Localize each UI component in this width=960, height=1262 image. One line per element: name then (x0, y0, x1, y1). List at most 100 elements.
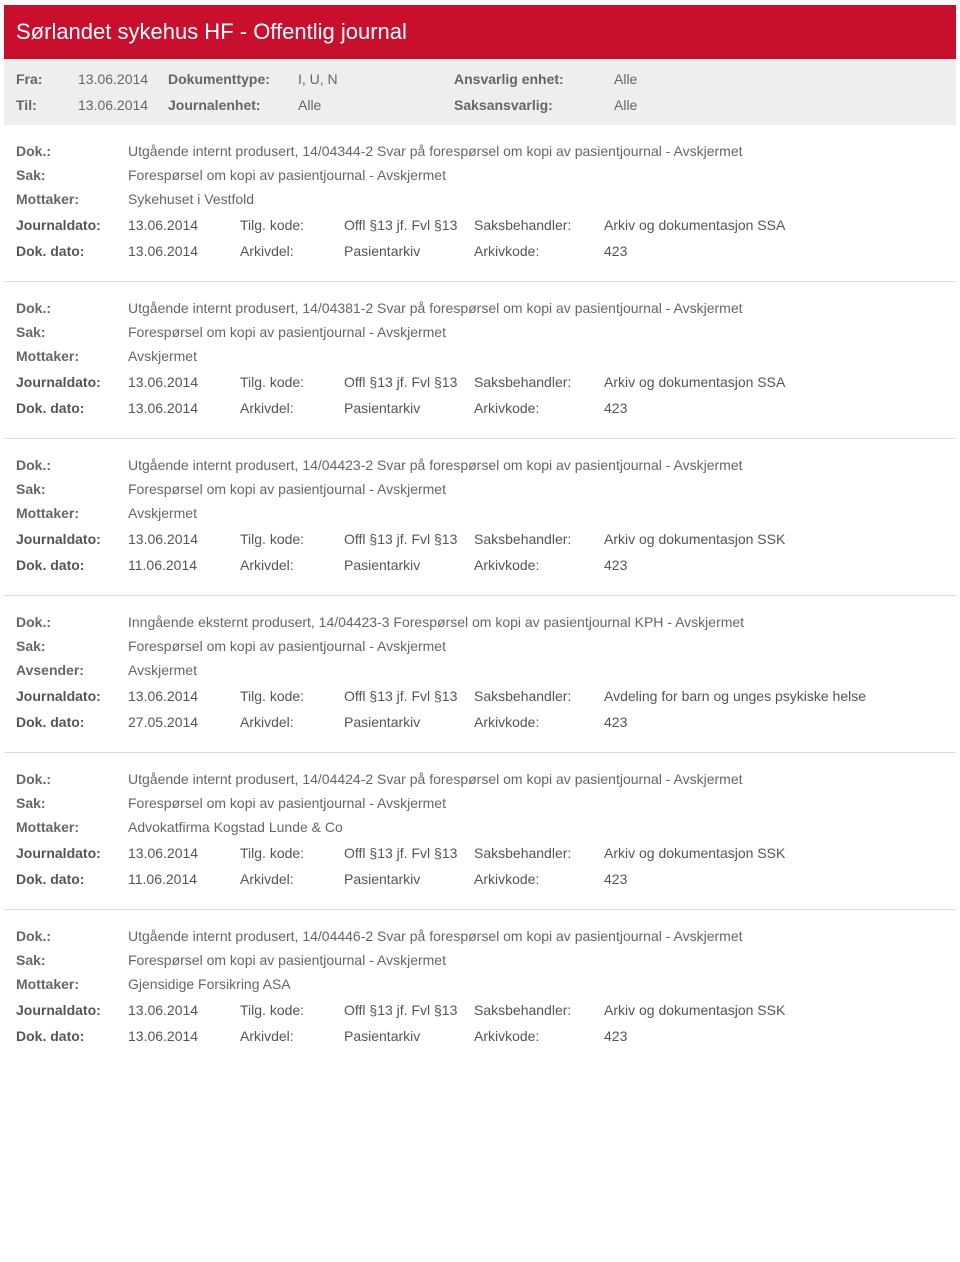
journaldato-value: 13.06.2014 (128, 374, 240, 390)
arkivkode-value: 423 (604, 1028, 627, 1044)
arkivdel-label: Arkivdel: (240, 243, 344, 259)
arkivkode-value: 423 (604, 243, 627, 259)
fra-value: 13.06.2014 (78, 71, 168, 87)
dokdato-value: 11.06.2014 (128, 557, 240, 573)
dok-label: Dok.: (16, 457, 128, 473)
dok-value: Utgående internt produsert, 14/04423-2 S… (128, 457, 743, 473)
journaldato-value: 13.06.2014 (128, 217, 240, 233)
sak-label: Sak: (16, 481, 128, 497)
party-value: Sykehuset i Vestfold (128, 191, 254, 207)
dokdato-label: Dok. dato: (16, 871, 128, 887)
arkivkode-value: 423 (604, 871, 627, 887)
sak-value: Forespørsel om kopi av pasientjournal - … (128, 324, 446, 340)
journal-entry: Dok.: Utgående internt produsert, 14/043… (4, 125, 956, 282)
journal-page: Sørlandet sykehus HF - Offentlig journal… (4, 5, 956, 1066)
arkivkode-value: 423 (604, 400, 627, 416)
journal-entry: Dok.: Utgående internt produsert, 14/044… (4, 910, 956, 1066)
dokdato-label: Dok. dato: (16, 400, 128, 416)
dokdato-value: 13.06.2014 (128, 1028, 240, 1044)
tilgkode-value: Offl §13 jf. Fvl §13 (344, 531, 474, 547)
sak-value: Forespørsel om kopi av pasientjournal - … (128, 481, 446, 497)
saksbehandler-value: Arkiv og dokumentasjon SSA (604, 374, 785, 390)
til-label: Til: (16, 97, 78, 113)
saksbehandler-value: Arkiv og dokumentasjon SSK (604, 845, 785, 861)
journaldato-label: Journaldato: (16, 374, 128, 390)
ansvarlig-label: Ansvarlig enhet: (454, 71, 614, 87)
party-value: Avskjermet (128, 505, 197, 521)
journaldato-value: 13.06.2014 (128, 845, 240, 861)
dok-label: Dok.: (16, 771, 128, 787)
doktype-label: Dokumenttype: (168, 71, 298, 87)
party-label: Avsender: (16, 662, 128, 678)
dok-value: Utgående internt produsert, 14/04446-2 S… (128, 928, 743, 944)
dokdato-label: Dok. dato: (16, 243, 128, 259)
arkivdel-value: Pasientarkiv (344, 400, 474, 416)
dok-value: Inngående eksternt produsert, 14/04423-3… (128, 614, 744, 630)
journaldato-label: Journaldato: (16, 688, 128, 704)
dok-label: Dok.: (16, 928, 128, 944)
arkivkode-label: Arkivkode: (474, 243, 604, 259)
page-title: Sørlandet sykehus HF - Offentlig journal (4, 5, 956, 59)
tilgkode-value: Offl §13 jf. Fvl §13 (344, 688, 474, 704)
saksbehandler-label: Saksbehandler: (474, 845, 604, 861)
saksbehandler-value: Arkiv og dokumentasjon SSK (604, 1002, 785, 1018)
sak-value: Forespørsel om kopi av pasientjournal - … (128, 952, 446, 968)
journalenhet-label: Journalenhet: (168, 97, 298, 113)
journalenhet-value: Alle (298, 97, 454, 113)
party-label: Mottaker: (16, 191, 128, 207)
saksbehandler-label: Saksbehandler: (474, 531, 604, 547)
dokdato-value: 27.05.2014 (128, 714, 240, 730)
journaldato-label: Journaldato: (16, 217, 128, 233)
arkivkode-label: Arkivkode: (474, 557, 604, 573)
dokdato-value: 13.06.2014 (128, 400, 240, 416)
filter-row-2: Til: 13.06.2014 Journalenhet: Alle Saksa… (16, 97, 944, 113)
journaldato-label: Journaldato: (16, 531, 128, 547)
til-value: 13.06.2014 (78, 97, 168, 113)
dokdato-label: Dok. dato: (16, 557, 128, 573)
filter-header: Fra: 13.06.2014 Dokumenttype: I, U, N An… (4, 59, 956, 125)
sak-label: Sak: (16, 952, 128, 968)
tilgkode-label: Tilg. kode: (240, 217, 344, 233)
party-label: Mottaker: (16, 976, 128, 992)
arkivkode-label: Arkivkode: (474, 714, 604, 730)
tilgkode-label: Tilg. kode: (240, 1002, 344, 1018)
saksbehandler-value: Arkiv og dokumentasjon SSA (604, 217, 785, 233)
party-value: Advokatfirma Kogstad Lunde & Co (128, 819, 343, 835)
journal-entry: Dok.: Utgående internt produsert, 14/043… (4, 282, 956, 439)
saksansvarlig-label: Saksansvarlig: (454, 97, 614, 113)
saksbehandler-label: Saksbehandler: (474, 217, 604, 233)
dokdato-label: Dok. dato: (16, 714, 128, 730)
entries-list: Dok.: Utgående internt produsert, 14/043… (4, 125, 956, 1066)
sak-label: Sak: (16, 795, 128, 811)
saksbehandler-value: Avdeling for barn og unges psykiske hels… (604, 688, 866, 704)
arkivkode-label: Arkivkode: (474, 871, 604, 887)
filter-row-1: Fra: 13.06.2014 Dokumenttype: I, U, N An… (16, 71, 944, 87)
doktype-value: I, U, N (298, 71, 454, 87)
saksbehandler-value: Arkiv og dokumentasjon SSK (604, 531, 785, 547)
dokdato-value: 13.06.2014 (128, 243, 240, 259)
journaldato-value: 13.06.2014 (128, 688, 240, 704)
tilgkode-value: Offl §13 jf. Fvl §13 (344, 374, 474, 390)
party-label: Mottaker: (16, 348, 128, 364)
tilgkode-label: Tilg. kode: (240, 531, 344, 547)
arkivkode-label: Arkivkode: (474, 400, 604, 416)
arkivdel-value: Pasientarkiv (344, 714, 474, 730)
party-label: Mottaker: (16, 505, 128, 521)
tilgkode-label: Tilg. kode: (240, 688, 344, 704)
arkivdel-value: Pasientarkiv (344, 871, 474, 887)
dok-label: Dok.: (16, 300, 128, 316)
dok-label: Dok.: (16, 614, 128, 630)
arkivdel-label: Arkivdel: (240, 714, 344, 730)
sak-label: Sak: (16, 167, 128, 183)
journaldato-label: Journaldato: (16, 845, 128, 861)
dokdato-value: 11.06.2014 (128, 871, 240, 887)
arkivdel-label: Arkivdel: (240, 1028, 344, 1044)
party-value: Avskjermet (128, 662, 197, 678)
party-value: Gjensidige Forsikring ASA (128, 976, 291, 992)
arkivkode-value: 423 (604, 714, 627, 730)
saksansvarlig-value: Alle (614, 97, 637, 113)
arkivkode-value: 423 (604, 557, 627, 573)
arkivdel-label: Arkivdel: (240, 871, 344, 887)
arkivdel-label: Arkivdel: (240, 400, 344, 416)
sak-value: Forespørsel om kopi av pasientjournal - … (128, 167, 446, 183)
